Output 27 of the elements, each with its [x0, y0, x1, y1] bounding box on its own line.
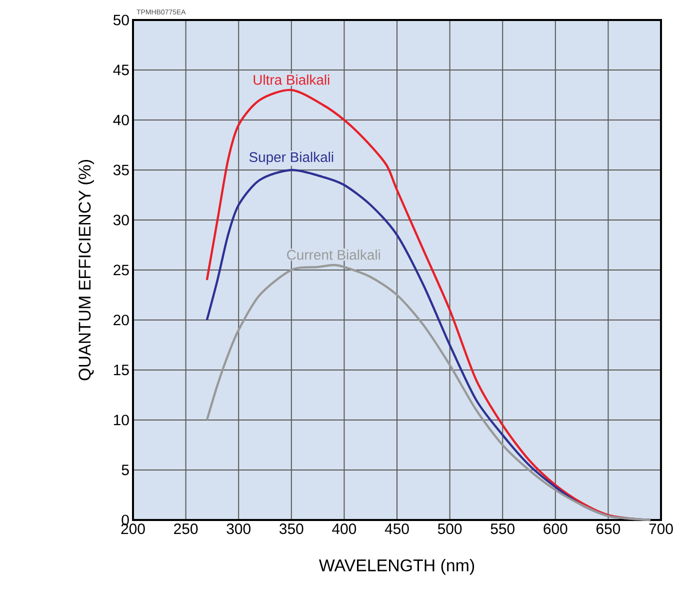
x-tick-label: 650: [596, 524, 620, 534]
x-tick-label: 550: [490, 524, 514, 534]
y-tick-label: 40: [113, 114, 129, 126]
series-label: Super Bialkali: [249, 152, 334, 165]
y-tick-label: 15: [114, 364, 129, 376]
x-tick-label: 700: [649, 524, 673, 534]
x-tick-label: 400: [332, 524, 356, 534]
y-tick-label: 35: [113, 164, 129, 176]
y-tick-label: 10: [114, 414, 129, 426]
x-tick-label: 200: [121, 524, 145, 534]
y-tick-label: 30: [113, 214, 129, 226]
y-tick-label: 50: [113, 14, 129, 26]
y-axis-title: QUANTUM EFFICIENCY (%): [78, 160, 94, 380]
x-tick-label: 450: [384, 524, 409, 534]
x-tick-label: 300: [226, 524, 250, 534]
series-label: Ultra Bialkali: [254, 74, 330, 85]
x-tick-label: 600: [544, 524, 568, 534]
x-axis-title: WAVELENGTH (nm): [318, 558, 474, 575]
y-tick-label: 20: [114, 314, 129, 326]
line-series: [206, 264, 652, 522]
y-tick-label: 5: [122, 464, 129, 476]
series-label: Current Bialkali: [287, 250, 380, 260]
y-tick-label: 25: [114, 264, 129, 276]
x-tick-label: 500: [438, 524, 462, 534]
y-tick-label: 45: [113, 64, 129, 76]
x-tick-label: 350: [279, 524, 304, 534]
x-tick-label: 250: [174, 524, 198, 534]
